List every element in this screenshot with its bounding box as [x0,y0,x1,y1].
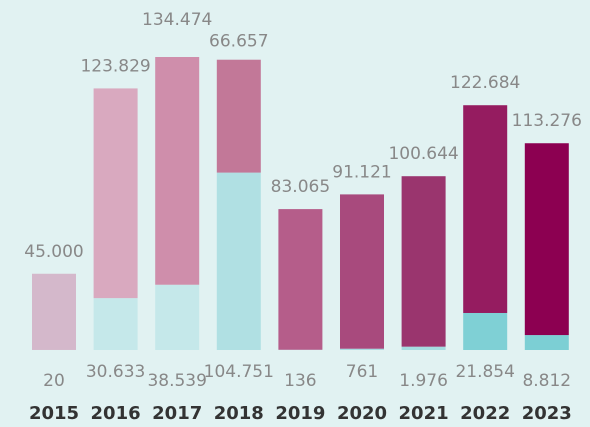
bar-segment [93,88,138,299]
bar-segment [340,348,384,350]
x-tick-label: 2018 [214,403,264,424]
bar-segment [524,335,569,350]
value-label: 83.065 [271,177,330,197]
value-label: 8.812 [522,371,571,391]
value-label: 66.657 [209,32,268,52]
value-label: 113.276 [512,111,582,131]
value-label: 91.121 [332,162,391,182]
value-label: 21.854 [455,362,514,382]
bar-segment [155,284,200,350]
bar-segment [32,273,76,350]
bar-segment [340,194,384,349]
x-tick-label: 2015 [29,403,79,424]
bar-segment [463,105,508,313]
value-label: 30.633 [86,362,145,382]
bar-segment [401,176,446,347]
value-label: 45.000 [24,242,83,262]
bar-segment [216,59,261,173]
x-tick-label: 2017 [152,403,202,424]
bar-segment [401,346,446,350]
bar-segment [524,143,569,336]
bar-segment [155,57,200,285]
value-label: 122.684 [450,73,520,93]
x-tick-label: 2022 [460,403,510,424]
bar-segment [93,298,138,350]
bar-segment [216,172,261,350]
bar-segment [278,209,323,350]
value-label: 761 [346,362,378,382]
value-label: 104.751 [204,362,274,382]
value-label: 136 [284,371,316,391]
value-label: 20 [43,371,65,391]
bar-segment [463,312,508,350]
x-tick-label: 2020 [337,403,387,424]
value-label: 134.474 [142,10,212,30]
x-tick-label: 2023 [522,403,572,424]
value-label: 38.539 [147,371,206,391]
value-label: 123.829 [80,56,150,76]
value-label: 1.976 [399,371,448,391]
value-label: 100.644 [388,144,458,164]
x-tick-label: 2016 [91,403,141,424]
x-tick-label: 2019 [275,403,325,424]
x-tick-label: 2021 [399,403,449,424]
